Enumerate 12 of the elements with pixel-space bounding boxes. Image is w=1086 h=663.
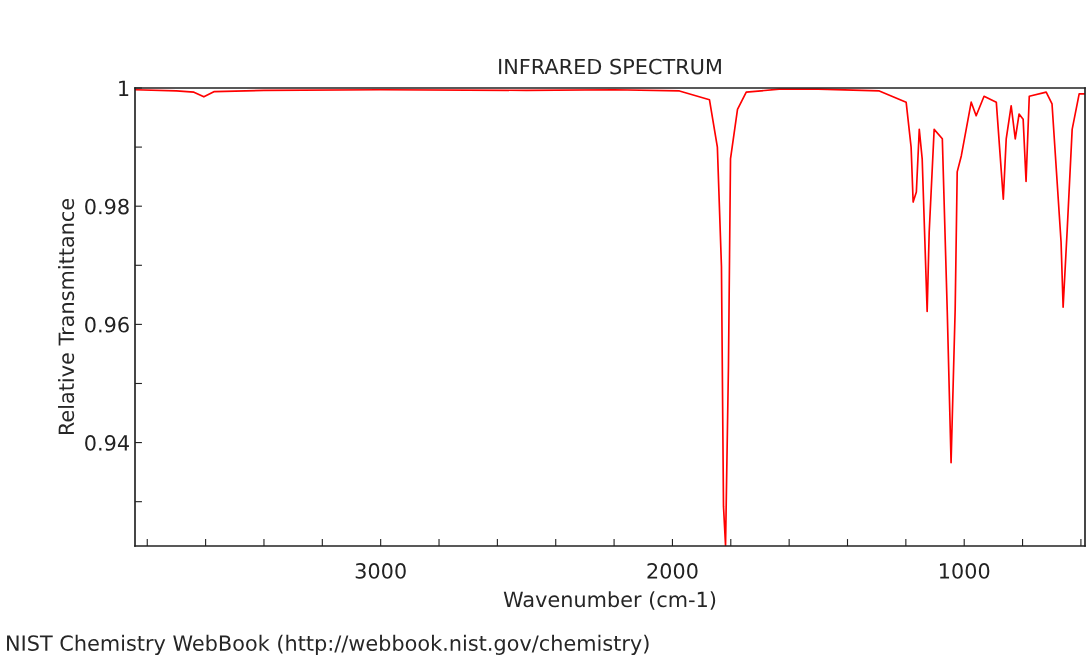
x-tick-label: 3000 — [355, 563, 406, 579]
x-tick-label: 1000 — [939, 563, 990, 579]
x-tick-label: 2000 — [647, 563, 698, 579]
y-tick-label: 0.96 — [85, 316, 129, 333]
text: NIST Chemistry WebBook (http://webbook.nist.gov/chemistry) — [7, 634, 649, 655]
y-tick-label: 0.94 — [85, 435, 129, 451]
y-axis-title: Relative Transmittance — [58, 198, 75, 435]
line-series — [135, 88, 1085, 546]
y-tick-label: 0.98 — [85, 198, 129, 215]
chart-title: INFRARED SPECTRUM — [499, 58, 721, 75]
x-axis-title: Wavenumber (cm-1) — [503, 591, 716, 610]
y-tick-label: 1 — [119, 80, 129, 96]
